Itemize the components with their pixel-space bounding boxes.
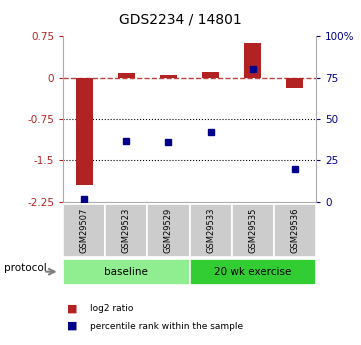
Text: ■: ■ xyxy=(67,321,77,331)
Text: GSM29533: GSM29533 xyxy=(206,208,215,253)
Text: GSM29523: GSM29523 xyxy=(122,208,131,253)
Text: GDS2234 / 14801: GDS2234 / 14801 xyxy=(119,12,242,26)
Text: 20 wk exercise: 20 wk exercise xyxy=(214,267,291,277)
Text: protocol: protocol xyxy=(4,263,46,273)
Bar xyxy=(244,43,261,78)
Text: ■: ■ xyxy=(67,304,77,314)
Bar xyxy=(286,78,303,88)
Text: GSM29507: GSM29507 xyxy=(80,208,89,253)
Text: GSM29536: GSM29536 xyxy=(290,208,299,253)
Bar xyxy=(76,78,93,185)
Bar xyxy=(160,75,177,78)
Text: log2 ratio: log2 ratio xyxy=(90,304,134,313)
Text: baseline: baseline xyxy=(104,267,148,277)
Text: GSM29529: GSM29529 xyxy=(164,208,173,253)
Text: percentile rank within the sample: percentile rank within the sample xyxy=(90,322,243,331)
Text: GSM29535: GSM29535 xyxy=(248,208,257,253)
Bar xyxy=(202,72,219,78)
Bar xyxy=(118,73,135,78)
